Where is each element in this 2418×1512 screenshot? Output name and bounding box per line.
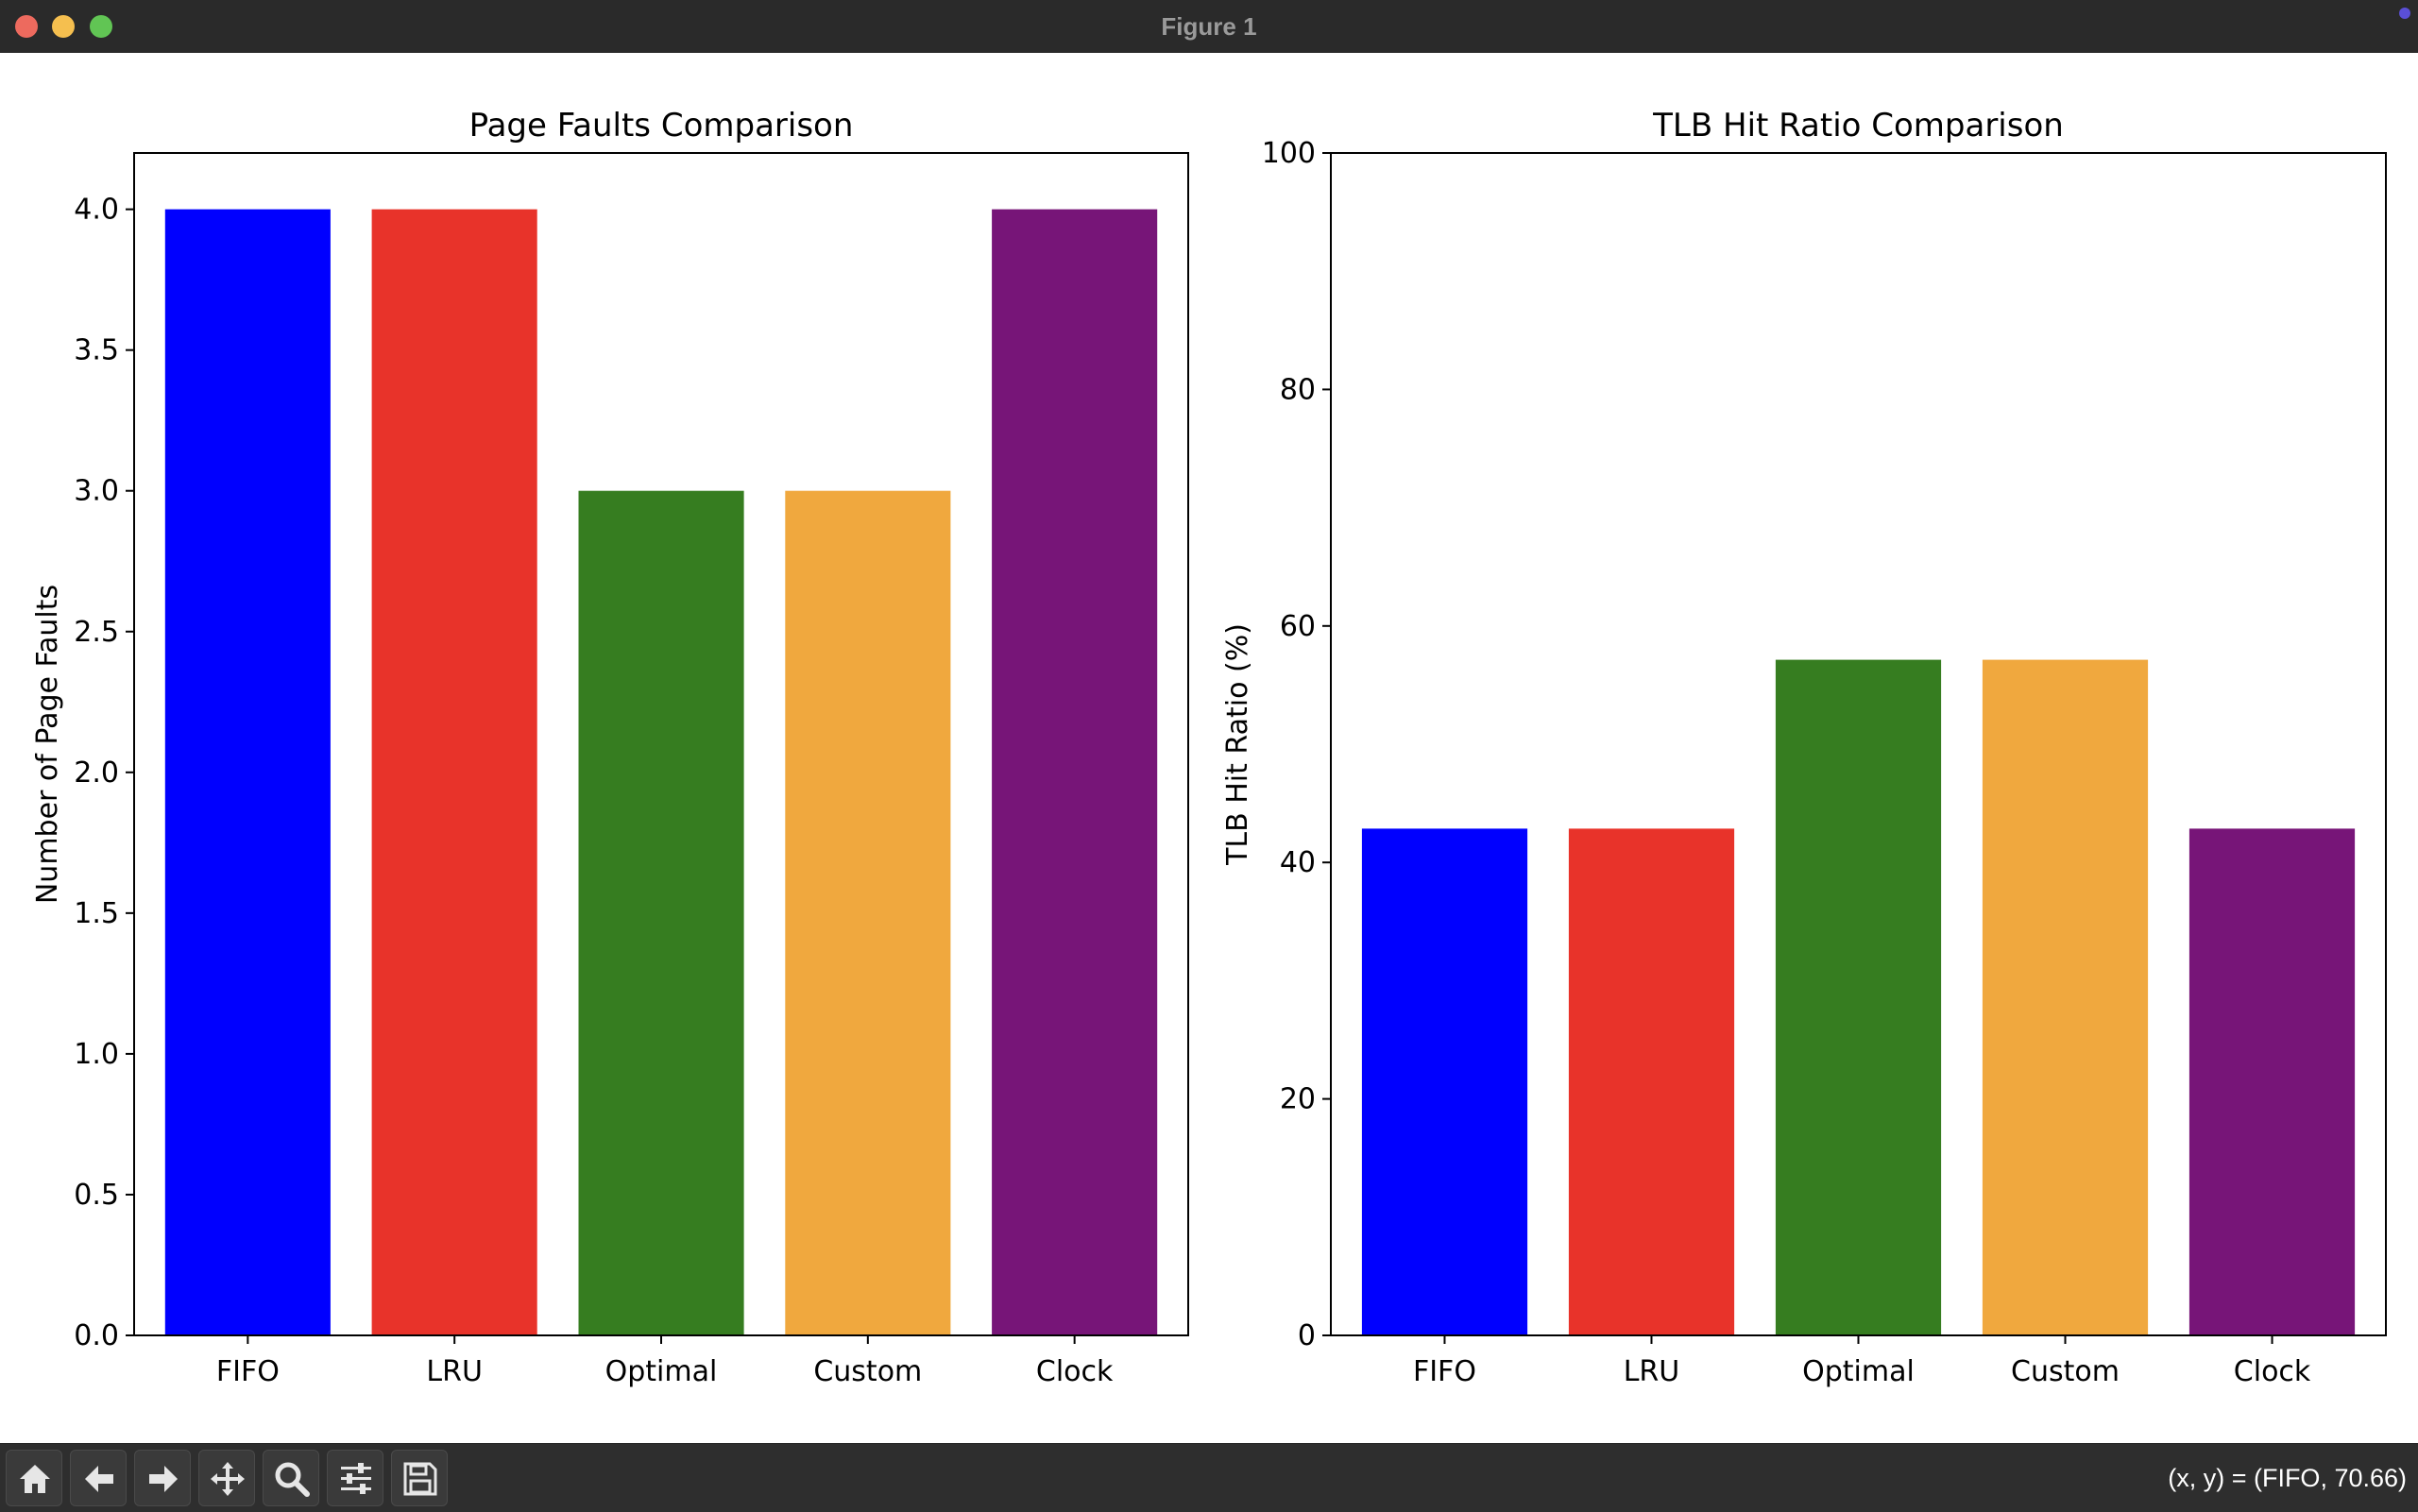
back-button[interactable] (70, 1450, 127, 1506)
search-icon (275, 1462, 310, 1497)
maximize-window-button[interactable] (90, 15, 112, 38)
y-tick-label: 4.0 (74, 194, 119, 227)
bar-clock (2188, 828, 2356, 1335)
y-axis-label: TLB Hit Ratio (%) (1221, 623, 1254, 866)
x-tick-label: Custom (813, 1355, 922, 1388)
save-button[interactable] (391, 1450, 448, 1506)
x-tick-label: FIFO (1413, 1355, 1476, 1388)
x-tick-label: Clock (2234, 1355, 2311, 1388)
y-tick-label: 0.0 (74, 1319, 119, 1352)
y-tick-label: 60 (1280, 610, 1316, 643)
charts-svg: FIFO LRU Optimal Custom Clock 0.0 0.5 1.0 1.5 2.0… (31, 107, 2387, 1388)
minimize-window-button[interactable] (52, 15, 75, 38)
zoom-button[interactable] (263, 1450, 319, 1506)
sliders-icon (341, 1463, 371, 1494)
y-tick-label: 2.0 (74, 756, 119, 790)
y-tick-label: 20 (1280, 1083, 1316, 1116)
pan-button[interactable] (198, 1450, 255, 1506)
arrow-left-icon (85, 1466, 113, 1492)
x-tick-label: Optimal (605, 1355, 718, 1388)
bar-fifo (164, 209, 331, 1336)
close-window-button[interactable] (15, 15, 38, 38)
title-bar[interactable]: Figure 1 (0, 0, 2418, 54)
bar-optimal (1775, 659, 1942, 1335)
y-tick-label: 0 (1298, 1319, 1316, 1352)
home-icon (20, 1465, 50, 1493)
x-tick-label: Optimal (1802, 1355, 1915, 1388)
arrow-right-icon (149, 1466, 178, 1492)
chart-title: Page Faults Comparison (469, 107, 854, 144)
x-tick-label: LRU (426, 1355, 483, 1388)
home-button[interactable] (6, 1450, 62, 1506)
y-tick-label: 2.5 (74, 616, 119, 649)
status-dot (2399, 8, 2410, 19)
plot-frame (1330, 152, 2387, 1336)
forward-button[interactable] (134, 1450, 191, 1506)
x-tick-label: LRU (1624, 1355, 1680, 1388)
y-tick-label: 1.5 (74, 897, 119, 930)
bar-lru (371, 209, 537, 1336)
window-title: Figure 1 (1161, 12, 1257, 41)
bar-custom (785, 490, 951, 1335)
y-tick-label: 100 (1262, 137, 1316, 170)
y-tick-label: 3.5 (74, 334, 119, 367)
bar-optimal (578, 490, 744, 1335)
y-tick-label: 3.0 (74, 475, 119, 508)
x-tick-label: Clock (1036, 1355, 1114, 1388)
cursor-coordinates: (x, y) = (FIFO, 70.66) (2168, 1464, 2407, 1492)
bar-lru (1568, 828, 1735, 1335)
bar-custom (1982, 659, 2149, 1335)
configure-subplots-button[interactable] (327, 1450, 383, 1506)
navigation-toolbar: (x, y) = (FIFO, 70.66) (0, 1443, 2418, 1512)
chart-title: TLB Hit Ratio Comparison (1652, 107, 2064, 144)
save-icon (403, 1462, 437, 1496)
y-axis-label: Number of Page Faults (31, 585, 64, 904)
move-icon (211, 1462, 245, 1496)
plot-frame (133, 152, 1189, 1336)
figure-canvas[interactable]: FIFO LRU Optimal Custom Clock 0.0 0.5 1.0 1.5 2.0… (0, 53, 2418, 1443)
y-tick-label: 0.5 (74, 1179, 119, 1212)
bar-fifo (1361, 828, 1528, 1335)
x-tick-label: FIFO (216, 1355, 280, 1388)
bar-clock (992, 209, 1158, 1336)
x-tick-label: Custom (2011, 1355, 2120, 1388)
y-tick-label: 80 (1280, 373, 1316, 406)
y-tick-label: 40 (1280, 846, 1316, 879)
y-tick-label: 1.0 (74, 1038, 119, 1071)
